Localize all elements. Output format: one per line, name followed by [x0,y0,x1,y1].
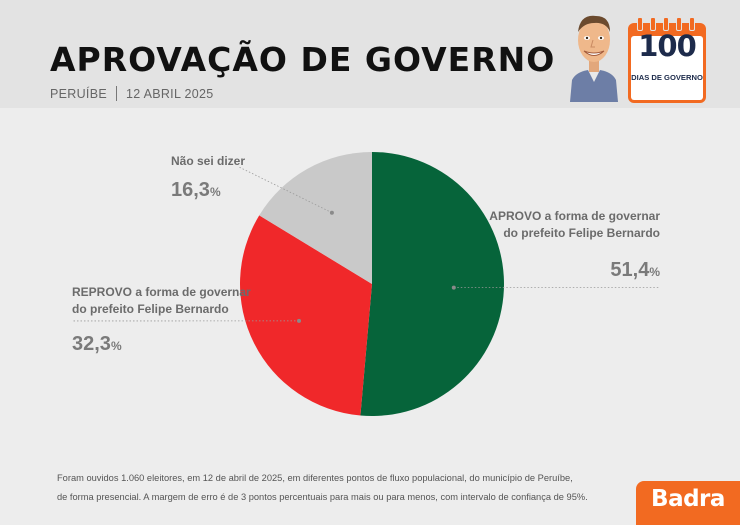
methodology-line-2: de forma presencial. A margem de erro é … [57,492,588,502]
slice-label-2-line2: do prefeito Felipe Bernardo [72,302,229,316]
pie-slice-1 [360,152,504,416]
slice-value-1: 51,4% [610,259,660,281]
subtitle: PERUÍBE 12 ABRIL 2025 [50,86,214,101]
subtitle-divider [115,86,117,101]
slice-value-2: 32,3% [72,333,122,355]
calendar-icon [628,23,706,103]
location: PERUÍBE [50,87,107,101]
pie-slice-2 [240,215,372,416]
methodology-note: Foram ouvidos 1.060 eleitores, em 12 de … [57,469,588,507]
page-title: APROVAÇÃO DE GOVERNO [50,40,556,79]
methodology-line-1: Foram ouvidos 1.060 eleitores, em 12 de … [57,473,573,483]
leader-dot-3 [329,210,334,215]
date: 12 ABRIL 2025 [125,87,214,101]
slice-label-1-line2: do prefeito Felipe Bernardo [503,226,660,240]
slice-label-1: APROVO a forma de governar [489,209,660,223]
badge-number: 100 [638,29,697,63]
slice-label-2: REPROVO a forma de governar [72,285,251,299]
100-days-badge: 100 DIAS DE GOVERNO [628,17,706,103]
pie-chart: APROVO a forma de governar do prefeito Fe… [71,152,660,416]
slice-label-3: Não sei dizer [171,154,245,168]
pie-slice-3 [259,152,372,284]
leader-dot-1 [451,285,456,290]
mayor-caricature-icon [570,15,618,102]
badra-logo: Badra [636,481,740,525]
leader-dot-2 [297,318,301,323]
logo-text: Badra [651,486,725,512]
badge-label: DIAS DE GOVERNO [631,73,703,82]
header: APROVAÇÃO DE GOVERNO PERUÍBE 12 ABRIL 202… [0,0,740,108]
slice-value-3: 16,3% [171,179,221,201]
